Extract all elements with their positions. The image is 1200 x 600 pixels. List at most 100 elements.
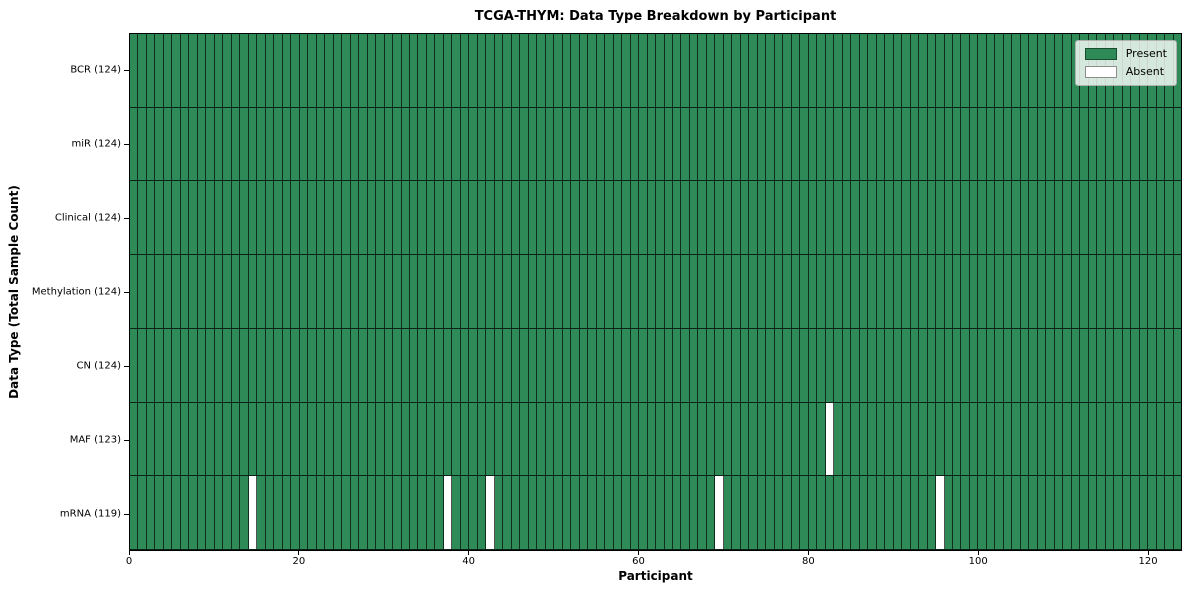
cell-present-Clinical-56 — [605, 181, 614, 255]
cell-present-Methylation-57 — [613, 255, 623, 328]
y-tick-mark-Methylation — [124, 291, 129, 293]
cell-present-Methylation-0 — [130, 255, 139, 328]
cell-present-MAF-78 — [791, 402, 801, 476]
cell-present-miR-93 — [919, 107, 928, 181]
cell-present-CN-31 — [393, 328, 402, 402]
cell-present-BCR-22 — [316, 34, 326, 107]
cell-present-Methylation-18 — [282, 255, 292, 328]
cell-present-BCR-18 — [282, 34, 292, 107]
cell-present-miR-36 — [435, 107, 444, 181]
cell-present-BCR-83 — [834, 34, 843, 107]
cell-present-Methylation-95 — [936, 255, 945, 328]
cell-present-Methylation-85 — [851, 255, 860, 328]
cell-present-Clinical-14 — [248, 181, 258, 255]
cell-present-miR-22 — [316, 107, 326, 181]
cell-present-CN-47 — [528, 328, 538, 402]
cell-present-mRNA-53 — [579, 476, 589, 550]
cell-present-mRNA-18 — [282, 476, 292, 550]
cell-present-MAF-73 — [749, 402, 758, 476]
cell-present-Clinical-4 — [163, 181, 173, 255]
cell-present-mRNA-23 — [325, 476, 334, 550]
cell-present-Clinical-86 — [859, 181, 869, 255]
cell-present-MAF-65 — [681, 402, 690, 476]
cell-present-miR-60 — [639, 107, 648, 181]
cell-present-miR-120 — [1148, 107, 1157, 181]
cell-present-Methylation-11 — [223, 255, 232, 328]
cell-present-CN-12 — [231, 328, 241, 402]
cell-present-BCR-17 — [274, 34, 283, 107]
cell-present-Clinical-16 — [265, 181, 275, 255]
cell-present-CN-95 — [936, 328, 945, 402]
cell-present-MAF-62 — [656, 402, 665, 476]
cell-present-BCR-86 — [859, 34, 869, 107]
cell-present-Methylation-22 — [316, 255, 326, 328]
cell-present-MAF-22 — [316, 402, 326, 476]
cell-present-CN-65 — [681, 328, 690, 402]
cell-present-mRNA-96 — [944, 476, 953, 550]
cell-present-miR-69 — [715, 107, 724, 181]
cell-present-CN-34 — [418, 328, 427, 402]
cell-present-Clinical-10 — [214, 181, 224, 255]
cell-present-Methylation-25 — [342, 255, 351, 328]
cell-present-MAF-23 — [325, 402, 334, 476]
cell-present-MAF-96 — [944, 402, 953, 476]
cell-present-BCR-72 — [740, 34, 750, 107]
cell-present-MAF-92 — [910, 402, 920, 476]
cell-present-BCR-0 — [130, 34, 139, 107]
cell-present-BCR-66 — [689, 34, 699, 107]
cell-present-mRNA-122 — [1165, 476, 1174, 550]
cell-present-BCR-105 — [1020, 34, 1030, 107]
cell-present-mRNA-68 — [706, 476, 716, 550]
cell-present-Methylation-107 — [1037, 255, 1047, 328]
cell-present-Methylation-58 — [622, 255, 631, 328]
cell-present-Methylation-94 — [927, 255, 937, 328]
cell-present-BCR-78 — [791, 34, 801, 107]
legend: Present Absent — [1074, 40, 1177, 86]
cell-present-mRNA-104 — [1012, 476, 1021, 550]
cell-present-Methylation-19 — [291, 255, 300, 328]
cell-present-BCR-103 — [1003, 34, 1013, 107]
cell-present-MAF-89 — [885, 402, 894, 476]
cell-present-miR-117 — [1122, 107, 1132, 181]
cell-present-BCR-123 — [1173, 34, 1182, 107]
cell-present-Methylation-114 — [1097, 255, 1106, 328]
cell-present-miR-121 — [1156, 107, 1166, 181]
cell-present-MAF-67 — [698, 402, 707, 476]
cell-present-Methylation-2 — [146, 255, 156, 328]
cell-present-mRNA-58 — [622, 476, 631, 550]
cell-present-Methylation-122 — [1165, 255, 1174, 328]
cell-present-BCR-76 — [774, 34, 784, 107]
legend-label-absent: Absent — [1125, 65, 1165, 78]
cell-present-BCR-91 — [902, 34, 911, 107]
cell-present-miR-83 — [834, 107, 843, 181]
cell-present-BCR-7 — [189, 34, 198, 107]
cell-present-Clinical-32 — [401, 181, 410, 255]
cell-present-CN-30 — [384, 328, 394, 402]
cell-present-Methylation-13 — [240, 255, 249, 328]
cell-present-mRNA-88 — [876, 476, 886, 550]
cell-present-MAF-16 — [265, 402, 275, 476]
cell-present-BCR-99 — [969, 34, 979, 107]
cell-present-BCR-31 — [393, 34, 402, 107]
cell-present-mRNA-10 — [214, 476, 224, 550]
cell-present-mRNA-24 — [333, 476, 343, 550]
x-tick-mark-60 — [638, 551, 640, 555]
cell-present-BCR-32 — [401, 34, 410, 107]
cell-present-miR-114 — [1097, 107, 1106, 181]
cell-present-mRNA-80 — [808, 476, 818, 550]
cell-present-mRNA-61 — [647, 476, 657, 550]
cell-present-CN-29 — [376, 328, 385, 402]
cell-present-BCR-107 — [1037, 34, 1047, 107]
cell-present-Clinical-76 — [774, 181, 784, 255]
cell-present-Clinical-28 — [367, 181, 377, 255]
cell-present-CN-78 — [791, 328, 801, 402]
cell-present-miR-74 — [757, 107, 767, 181]
cell-present-MAF-56 — [605, 402, 614, 476]
cell-present-Methylation-33 — [409, 255, 419, 328]
cell-present-Methylation-40 — [469, 255, 478, 328]
cell-present-Clinical-106 — [1029, 181, 1038, 255]
cell-present-mRNA-70 — [723, 476, 733, 550]
cell-present-MAF-60 — [639, 402, 648, 476]
cell-present-BCR-58 — [622, 34, 631, 107]
cell-present-Methylation-78 — [791, 255, 801, 328]
